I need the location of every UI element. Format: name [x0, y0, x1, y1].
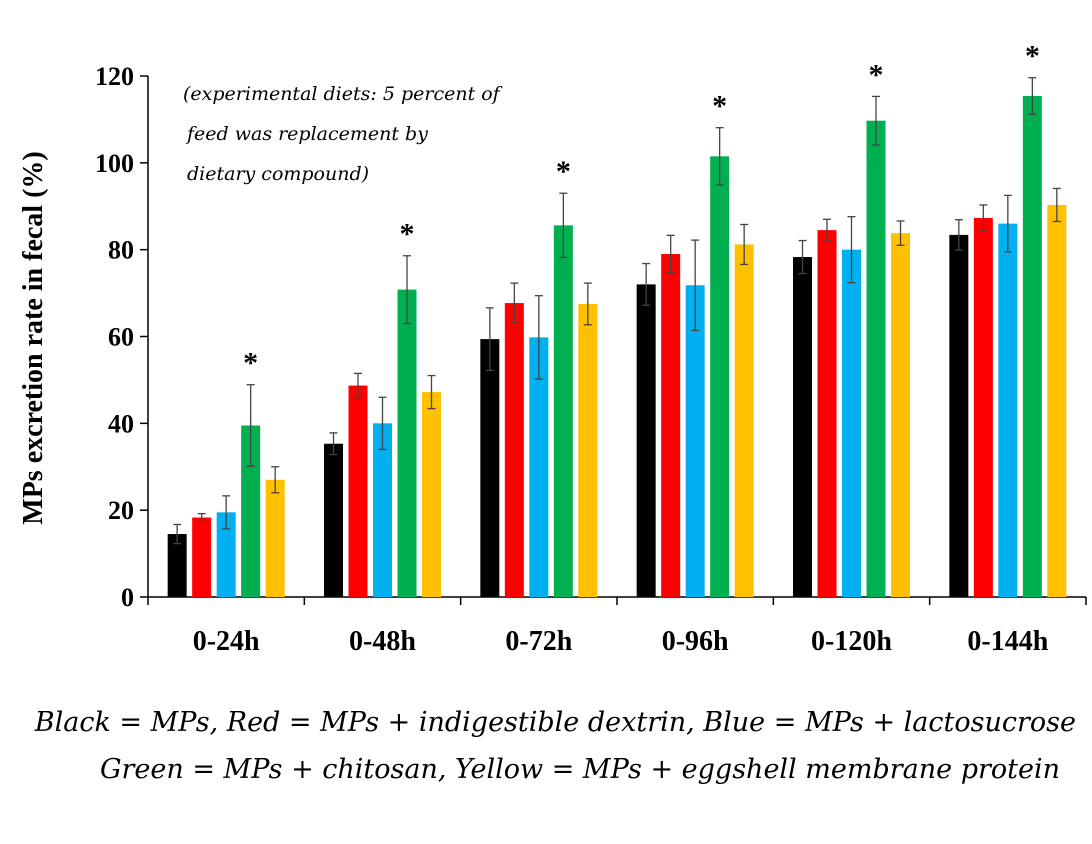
bar [710, 156, 730, 597]
legend-line-1: Black = MPs, Red = MPs + indigestible de… [34, 707, 1076, 738]
annotation-line-2: feed was replacement by [185, 123, 428, 145]
bar [529, 337, 549, 597]
axes: 0 20 40 60 80 100 120 0-24h 0-48h 0-72h 0-96h 0-120… [95, 62, 1087, 657]
significance-marker: * [869, 58, 884, 91]
category-label: 0-48h [349, 626, 416, 657]
bar [998, 223, 1018, 597]
y-tick-label: 40 [108, 409, 134, 438]
category-label: 0-144h [967, 626, 1048, 657]
bar [397, 289, 417, 597]
bar [973, 217, 993, 597]
labels: MPs excretion rate in fecal (%) (experim… [18, 83, 1076, 785]
bar [192, 517, 212, 597]
bar [891, 233, 910, 597]
significance-marker: * [400, 218, 415, 251]
bar [216, 512, 236, 597]
bar [1022, 95, 1042, 597]
category-label: 0-72h [505, 626, 572, 657]
bar [265, 479, 285, 597]
bar [167, 534, 187, 597]
significance-marker: * [712, 90, 727, 123]
bar [817, 230, 837, 598]
bar [324, 443, 343, 597]
bar [793, 257, 812, 597]
bar [949, 234, 969, 597]
y-tick-label: 0 [121, 583, 134, 612]
category-label: 0-96h [662, 626, 729, 657]
bar [578, 303, 598, 597]
bar [241, 425, 261, 597]
bar [734, 244, 754, 597]
bar [422, 392, 441, 597]
legend-line-2: Green = MPs + chitosan, Yellow = MPs + e… [100, 754, 1060, 785]
y-axis-label: MPs excretion rate in fecal (%) [18, 151, 49, 524]
bar [661, 254, 681, 597]
y-tick-label: 80 [108, 236, 134, 265]
bar [553, 225, 573, 597]
bar [842, 249, 861, 597]
bar [348, 385, 368, 597]
bar [636, 284, 656, 597]
bar [373, 423, 392, 597]
category-label: 0-120h [811, 626, 892, 657]
bar [1047, 204, 1067, 597]
y-tick-label: 20 [108, 496, 134, 525]
annotation-line-3: dietary compound) [187, 163, 369, 185]
bar [504, 303, 524, 597]
y-tick-label: 100 [95, 149, 134, 178]
bar [480, 339, 500, 597]
bar [685, 285, 705, 597]
significance-marker: * [243, 347, 258, 380]
significance-marker: * [1025, 40, 1040, 73]
annotation-line-1: (experimental diets: 5 percent of [183, 83, 503, 105]
bars: * * * * * * [167, 40, 1067, 598]
bar [866, 120, 886, 597]
category-label: 0-24h [193, 626, 260, 657]
y-tick-label: 60 [108, 323, 134, 352]
y-tick-label: 120 [95, 62, 134, 91]
significance-marker: * [556, 155, 571, 188]
